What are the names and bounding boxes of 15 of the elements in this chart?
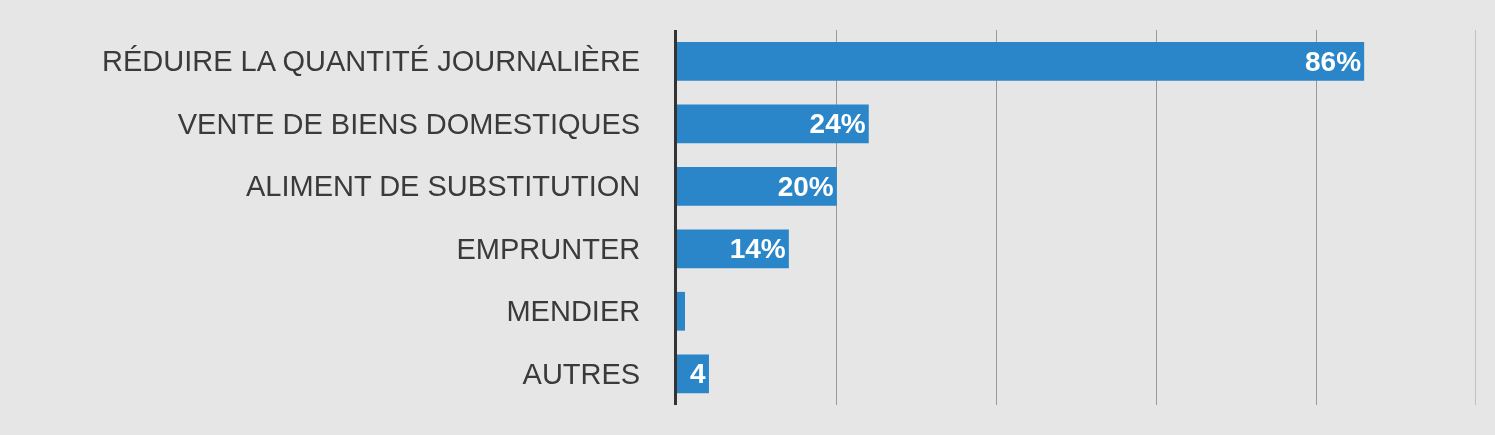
bar — [677, 41, 1365, 81]
y-tick-label: ALIMENT DE SUBSTITUTION — [245, 170, 641, 203]
y-tick-label: MENDIER — [506, 295, 641, 328]
data-label: 14% — [729, 233, 786, 265]
bar — [677, 166, 837, 206]
y-tick-label: RÉDUIRE LA QUANTITÉ JOURNALIÈRE — [101, 45, 641, 78]
y-tick-label: AUTRES — [522, 357, 641, 390]
data-label: 24% — [809, 108, 866, 140]
y-tick-label: EMPRUNTER — [456, 232, 641, 265]
bar — [677, 104, 869, 144]
data-label: 4 — [689, 358, 706, 390]
data-label: 20% — [777, 170, 834, 202]
bar — [677, 291, 685, 331]
data-label: 86% — [1305, 45, 1362, 77]
y-tick-label: VENTE DE BIENS DOMESTIQUES — [177, 107, 641, 140]
